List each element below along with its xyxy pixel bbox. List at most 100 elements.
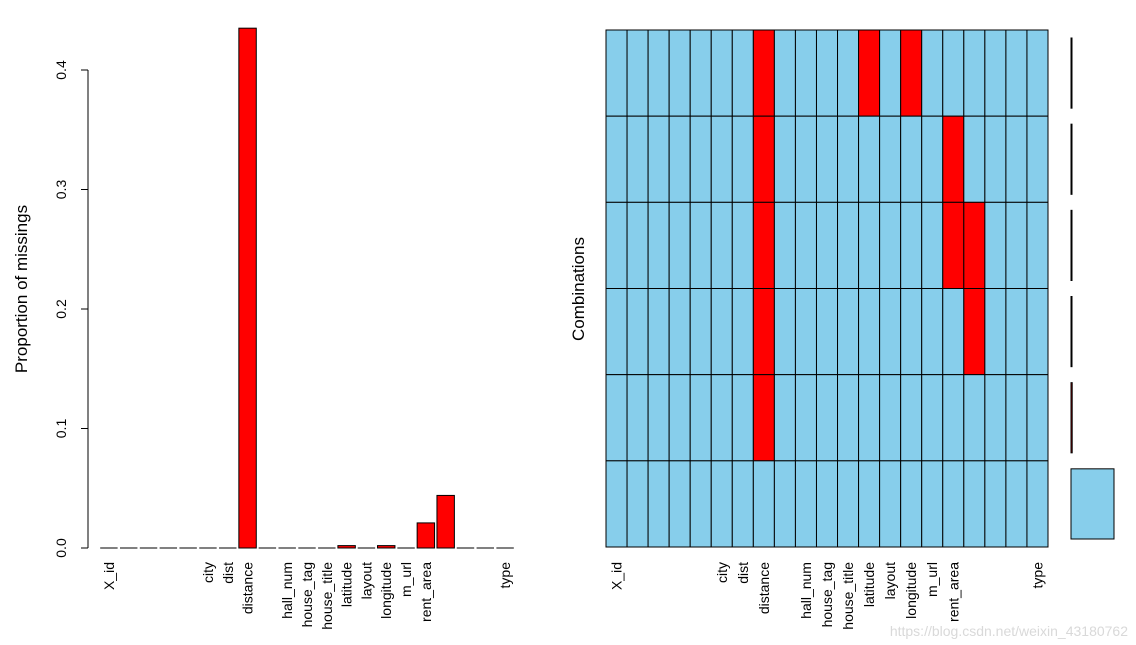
observed-cell [921,29,944,117]
bar-x-label: layout [358,562,374,599]
observed-cell [879,460,902,548]
observed-cell [900,460,923,548]
observed-cell [1026,29,1049,117]
bar-y-axis-title: Proportion of missings [12,205,31,373]
observed-cell [900,115,923,203]
combination-frequency-bar [1070,209,1073,281]
bar-x-label: X_id [101,562,117,590]
observed-cell [942,374,965,462]
observed-cell [668,201,691,289]
observed-cell [773,288,796,376]
missing-cell [752,288,775,376]
observed-cell [984,460,1007,548]
bar-x-label: house_tag [299,562,315,627]
observed-cell [647,288,670,376]
observed-cell [1026,115,1049,203]
heatmap-x-label: house_title [840,562,856,630]
observed-cell [837,29,860,117]
observed-cell [731,460,754,548]
watermark-text: https://blog.csdn.net/weixin_43180762 [889,623,1128,639]
observed-cell [626,115,649,203]
heatmap-x-label: house_tag [819,562,835,627]
observed-cell [647,460,670,548]
bar-y-tick-label: 0.3 [53,180,69,200]
observed-cell [984,201,1007,289]
observed-cell [963,29,986,117]
heatmap-y-axis-title: Combinations [569,237,588,341]
observed-cell [900,288,923,376]
observed-cell [731,115,754,203]
observed-cell [942,29,965,117]
observed-cell [837,288,860,376]
bar-x-label: rent_area [418,562,434,622]
observed-cell [626,288,649,376]
observed-cell [794,460,817,548]
observed-cell [710,29,733,117]
bar-y-tick-label: 0.0 [53,538,69,558]
observed-cell [605,460,628,548]
observed-cell [605,115,628,203]
observed-cell [1026,288,1049,376]
observed-cell [668,460,691,548]
bar-x-label: house_title [319,562,335,630]
heatmap-x-label: dist [735,562,751,584]
missing-cell [963,201,986,289]
heatmap-x-label: type [1029,562,1045,589]
observed-cell [689,29,712,117]
observed-cell [689,288,712,376]
observed-cell [815,288,839,376]
observed-cell [731,288,754,376]
observed-cell [605,288,628,376]
observed-cell [1026,460,1049,548]
observed-cell [689,115,712,203]
combination-frequency-bar [1070,123,1073,195]
observed-cell [879,201,902,289]
observed-cell [794,201,817,289]
observed-cell [689,201,712,289]
observed-cell [710,115,733,203]
heatmap-x-label: m_url [924,562,940,597]
observed-cell [837,374,860,462]
observed-cell [605,201,628,289]
observed-cell [710,288,733,376]
observed-cell [773,115,796,203]
observed-cell [900,201,923,289]
observed-cell [879,374,902,462]
observed-cell [984,115,1007,203]
missing-cell [752,29,775,117]
observed-cell [710,460,733,548]
observed-cell [626,29,649,117]
missing-bar [377,545,396,549]
observed-cell [1026,374,1049,462]
bar-y-tick-label: 0.4 [53,60,69,80]
missing-bar [337,545,356,549]
observed-cell [668,374,691,462]
missing-bar [238,27,257,549]
bar-x-label: type [497,562,513,589]
bar-x-label: distance [240,562,256,614]
observed-cell [647,201,670,289]
observed-cell [921,288,944,376]
observed-cell [626,460,649,548]
observed-cell [710,374,733,462]
observed-cell [1005,115,1028,203]
observed-cell [773,201,796,289]
observed-cell [963,374,986,462]
observed-cell [1005,460,1028,548]
observed-cell [605,29,628,117]
observed-cell [752,460,775,548]
bar-x-label: longitude [378,562,394,619]
observed-cell [689,374,712,462]
bar-y-tick-label: 0.2 [53,299,69,319]
observed-cell [815,460,839,548]
missing-cell [752,201,775,289]
observed-cell [668,288,691,376]
missing-cell [858,29,881,117]
observed-cell [815,201,839,289]
observed-cell [626,201,649,289]
observed-cell [1005,288,1028,376]
observed-cell [647,374,670,462]
observed-cell [794,374,817,462]
bar-x-label: hall_num [279,562,295,619]
